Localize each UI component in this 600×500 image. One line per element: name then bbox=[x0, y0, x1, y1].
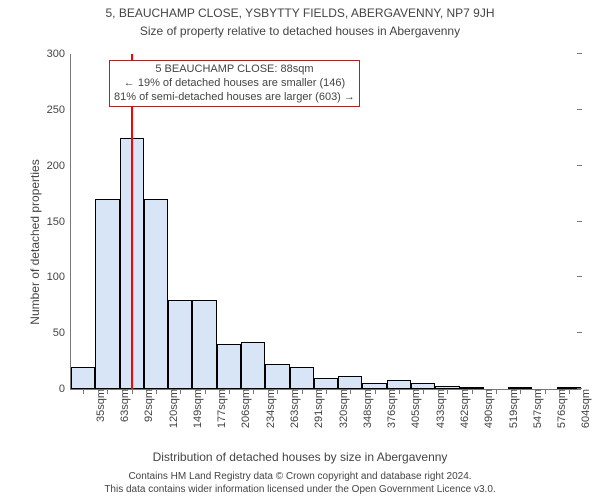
x-tick-mark bbox=[180, 389, 181, 394]
y-tick-label: 200 bbox=[47, 160, 71, 172]
y-tick-mark bbox=[577, 53, 582, 54]
x-tick-label: 263sqm bbox=[283, 389, 301, 428]
histogram-bar bbox=[144, 199, 168, 389]
histogram-bar bbox=[290, 367, 314, 389]
y-axis-label: Number of detached properties bbox=[28, 92, 42, 392]
y-tick-label: 150 bbox=[47, 216, 71, 228]
x-axis-label: Distribution of detached houses by size … bbox=[0, 450, 600, 464]
x-tick-mark bbox=[156, 389, 157, 394]
x-tick-mark bbox=[447, 389, 448, 394]
annotation-line: ← 19% of detached houses are smaller (14… bbox=[114, 77, 355, 91]
plot-area: 05010015020025030035sqm63sqm92sqm120sqm1… bbox=[70, 54, 581, 390]
x-tick-label: 234sqm bbox=[259, 389, 277, 428]
chart-title-line2: Size of property relative to detached ho… bbox=[0, 24, 600, 38]
y-tick-label: 300 bbox=[47, 48, 71, 60]
histogram-bar bbox=[71, 367, 95, 389]
y-tick-mark bbox=[577, 165, 582, 166]
x-tick-label: 547sqm bbox=[526, 389, 544, 428]
x-tick-label: 120sqm bbox=[162, 389, 180, 428]
y-tick-label: 50 bbox=[53, 327, 71, 339]
y-tick-label: 0 bbox=[59, 383, 71, 395]
histogram-bar bbox=[338, 376, 362, 389]
annotation-line: 81% of semi-detached houses are larger (… bbox=[114, 91, 355, 105]
x-tick-label: 376sqm bbox=[380, 389, 398, 428]
footer-line: This data contains wider information lic… bbox=[0, 484, 600, 497]
x-tick-mark bbox=[107, 389, 108, 394]
x-tick-mark bbox=[132, 389, 133, 394]
histogram-bar bbox=[265, 364, 289, 389]
x-tick-mark bbox=[496, 389, 497, 394]
histogram-bar bbox=[95, 199, 119, 389]
footer-line: Contains HM Land Registry data © Crown c… bbox=[0, 471, 600, 484]
x-tick-label: 519sqm bbox=[502, 389, 520, 428]
x-tick-label: 35sqm bbox=[89, 389, 107, 422]
x-tick-label: 490sqm bbox=[477, 389, 495, 428]
annotation-callout: 5 BEAUCHAMP CLOSE: 88sqm← 19% of detache… bbox=[109, 60, 360, 107]
x-tick-label: 604sqm bbox=[574, 389, 592, 428]
y-tick-label: 250 bbox=[47, 104, 71, 116]
x-tick-label: 92sqm bbox=[137, 389, 155, 422]
x-tick-label: 177sqm bbox=[210, 389, 228, 428]
x-tick-label: 576sqm bbox=[550, 389, 568, 428]
x-tick-label: 320sqm bbox=[332, 389, 350, 428]
x-tick-label: 149sqm bbox=[186, 389, 204, 428]
x-tick-mark bbox=[399, 389, 400, 394]
x-tick-label: 405sqm bbox=[404, 389, 422, 428]
x-tick-label: 63sqm bbox=[113, 389, 131, 422]
x-tick-mark bbox=[302, 389, 303, 394]
histogram-bar bbox=[241, 342, 265, 389]
x-tick-mark bbox=[277, 389, 278, 394]
histogram-bar bbox=[314, 378, 338, 389]
x-tick-label: 206sqm bbox=[234, 389, 252, 428]
annotation-line: 5 BEAUCHAMP CLOSE: 88sqm bbox=[114, 63, 355, 77]
x-tick-mark bbox=[423, 389, 424, 394]
x-tick-mark bbox=[83, 389, 84, 394]
x-tick-mark bbox=[229, 389, 230, 394]
x-tick-label: 291sqm bbox=[307, 389, 325, 428]
y-tick-mark bbox=[577, 221, 582, 222]
x-tick-label: 348sqm bbox=[356, 389, 374, 428]
y-tick-mark bbox=[577, 109, 582, 110]
x-tick-mark bbox=[545, 389, 546, 394]
x-tick-mark bbox=[520, 389, 521, 394]
y-tick-label: 100 bbox=[47, 271, 71, 283]
x-tick-mark bbox=[375, 389, 376, 394]
x-tick-mark bbox=[472, 389, 473, 394]
x-tick-label: 433sqm bbox=[429, 389, 447, 428]
x-tick-mark bbox=[350, 389, 351, 394]
chart-container: { "titles": { "line1": "5, BEAUCHAMP CLO… bbox=[0, 0, 600, 500]
y-tick-mark bbox=[577, 276, 582, 277]
histogram-bar bbox=[387, 380, 411, 389]
x-tick-mark bbox=[205, 389, 206, 394]
chart-title-line1: 5, BEAUCHAMP CLOSE, YSBYTTY FIELDS, ABER… bbox=[0, 6, 600, 20]
x-tick-mark bbox=[569, 389, 570, 394]
histogram-bar bbox=[217, 344, 241, 389]
x-tick-mark bbox=[326, 389, 327, 394]
y-tick-mark bbox=[577, 332, 582, 333]
x-tick-mark bbox=[253, 389, 254, 394]
histogram-bar bbox=[168, 300, 192, 389]
footer-attribution: Contains HM Land Registry data © Crown c… bbox=[0, 471, 600, 496]
x-tick-label: 462sqm bbox=[453, 389, 471, 428]
histogram-bar bbox=[192, 300, 216, 389]
